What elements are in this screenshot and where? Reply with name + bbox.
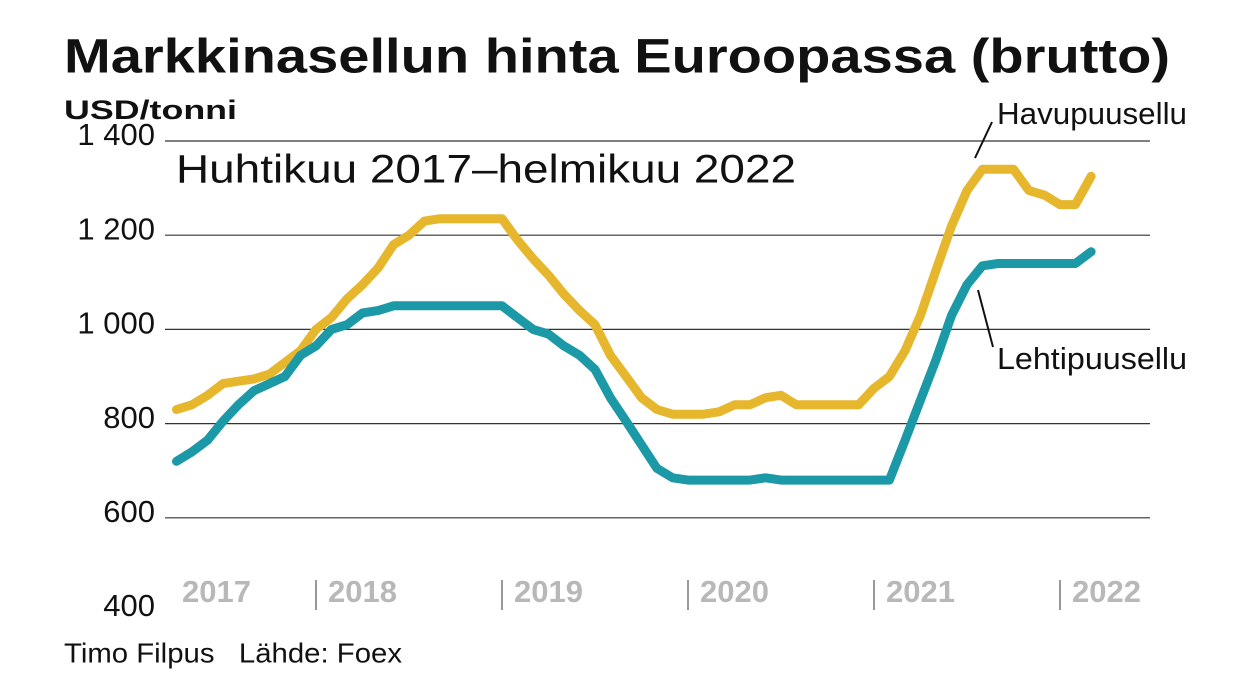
series-line xyxy=(172,247,1096,485)
chart-title: Markkinasellun hinta Euroopassa (brutto) xyxy=(64,31,1170,84)
y-tick-label: 1 000 xyxy=(77,306,155,341)
x-tick-label: 2020 xyxy=(700,574,769,609)
y-tick-label: 600 xyxy=(103,494,155,529)
y-axis-label: USD/tonni xyxy=(64,95,237,125)
leader-line xyxy=(974,121,993,159)
series-label: Lehtipuusellu xyxy=(997,341,1187,376)
y-tick-label: 1 400 xyxy=(77,117,155,152)
y-tick-label: 400 xyxy=(103,588,155,623)
x-tick-label: 2018 xyxy=(328,574,397,609)
y-tick-label: 800 xyxy=(103,400,155,435)
leader-line xyxy=(977,289,994,348)
subtitle: Huhtikuu 2017–helmikuu 2022 xyxy=(176,148,796,192)
y-tick-label: 1 200 xyxy=(77,211,155,246)
x-tick-label: 2022 xyxy=(1072,574,1141,609)
series-line xyxy=(172,164,1096,419)
footer: Timo Filpus Lähde: Foex xyxy=(64,637,402,668)
x-tick-label: 2019 xyxy=(514,574,583,609)
x-tick-label: 2017 xyxy=(182,574,251,609)
series-label: Havupuusellu xyxy=(997,96,1187,131)
x-tick-label: 2021 xyxy=(886,574,955,609)
